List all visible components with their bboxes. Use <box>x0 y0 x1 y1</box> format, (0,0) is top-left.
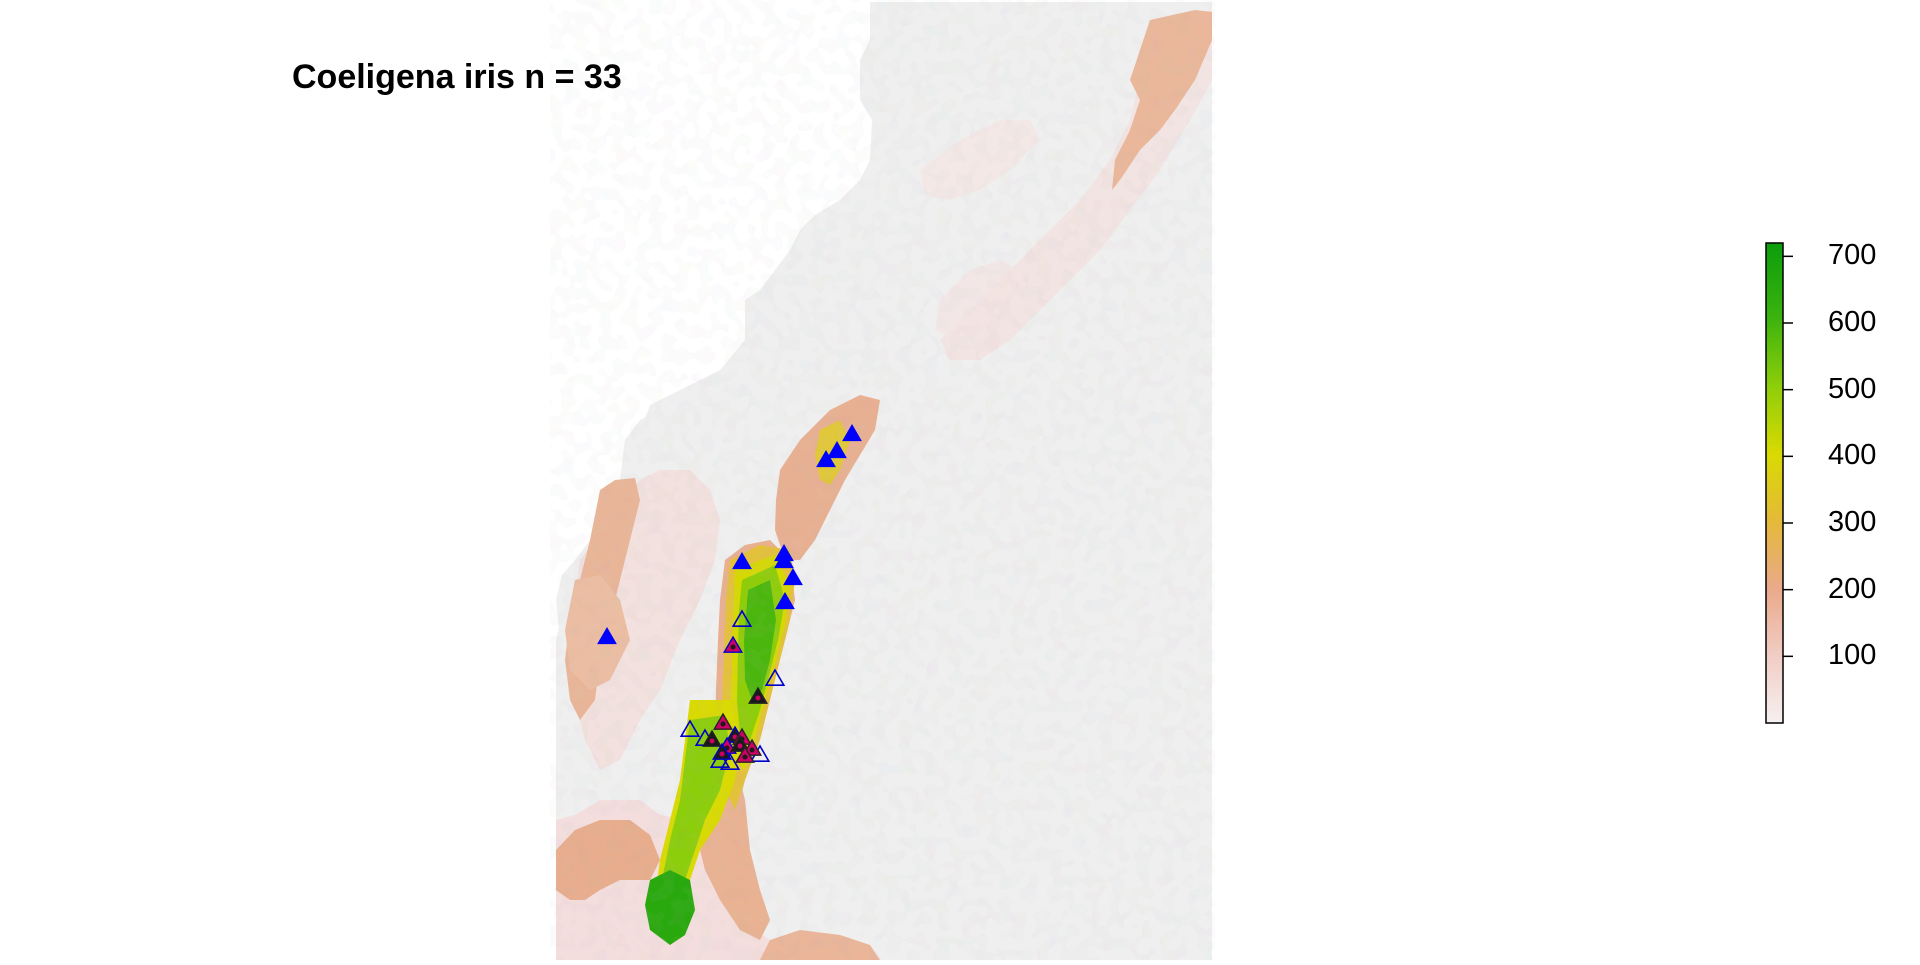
occurrence-dot-icon <box>737 743 743 749</box>
occurrence-dot-icon <box>730 644 736 650</box>
legend-colorbar <box>1765 242 1784 724</box>
raster-texture <box>550 0 1215 960</box>
legend-tick-label: 500 <box>1828 372 1877 405</box>
occurrence-filled-triangle-icon <box>732 552 752 570</box>
occurrence-filled-triangle-icon <box>774 544 794 562</box>
legend-tick-label: 100 <box>1828 639 1877 672</box>
occurrence-filled-triangle-icon <box>816 450 836 468</box>
occurrence-filled-triangle-icon <box>597 627 617 645</box>
occurrence-dot-icon <box>720 721 726 727</box>
occurrence-filled-triangle-icon <box>783 568 803 586</box>
legend-tick-label: 200 <box>1828 572 1877 605</box>
legend-tick-label: 700 <box>1828 239 1877 272</box>
occurrence-filled-triangle-icon <box>775 592 795 610</box>
occurrence-open-triangle-icon <box>731 609 753 627</box>
occurrence-dot-icon <box>719 751 725 757</box>
legend-tick-label: 600 <box>1828 306 1877 338</box>
legend-tick-label: 300 <box>1828 506 1877 538</box>
map-title: Coeligena iris n = 33 <box>292 58 622 96</box>
occurrence-open-triangle-icon <box>764 668 786 686</box>
occurrence-open-triangle-icon <box>679 719 701 737</box>
legend <box>1765 242 1793 724</box>
occurrence-filled-triangle-icon <box>827 441 847 459</box>
occurrence-dot-icon <box>709 738 715 744</box>
occurrence-dot-icon <box>749 747 755 753</box>
legend-ticks <box>1783 255 1793 658</box>
legend-tick-label: 400 <box>1828 439 1877 472</box>
occurrence-markers <box>597 424 862 770</box>
occurrence-dot-icon <box>742 754 748 760</box>
occurrence-filled-triangle-icon <box>842 424 862 442</box>
occurrence-dot-icon <box>755 695 761 701</box>
